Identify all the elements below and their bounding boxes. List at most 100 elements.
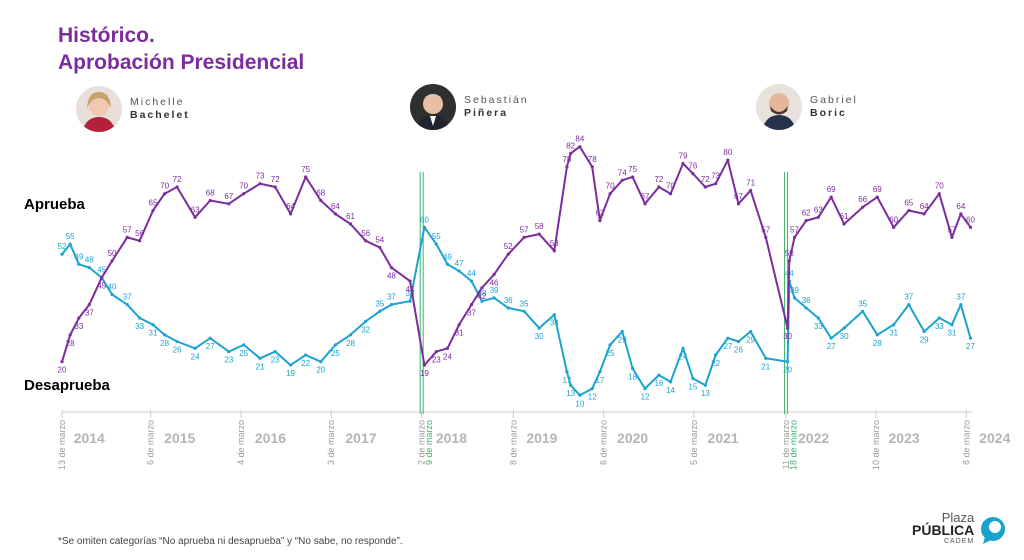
data-label: 37 (85, 309, 94, 318)
data-point (668, 380, 673, 384)
data-label: 57 (123, 225, 132, 234)
president-last-name: Boric (810, 107, 847, 119)
data-point (714, 353, 718, 357)
data-point (950, 323, 954, 327)
president-first-name: Gabriel (810, 94, 858, 106)
data-label: 28 (160, 339, 169, 348)
data-label: 27 (966, 342, 975, 351)
data-label: 28 (346, 339, 355, 348)
data-point (125, 302, 129, 307)
data-point (749, 188, 753, 192)
data-point (657, 185, 661, 189)
data-label: 78 (588, 155, 597, 164)
data-point (434, 242, 438, 246)
data-label: 33 (74, 322, 83, 331)
data-label: 39 (790, 286, 799, 295)
data-label: 37 (387, 293, 396, 302)
year-label: 2015 (164, 430, 195, 446)
series-line-aprueba (61, 226, 972, 397)
data-point (60, 252, 64, 256)
data-point (937, 192, 941, 196)
data-label: 67 (641, 192, 650, 201)
data-label: 40 (108, 283, 117, 292)
data-label: 72 (701, 175, 710, 184)
data-point (408, 279, 412, 283)
data-point (922, 329, 926, 334)
data-point (273, 185, 277, 189)
data-label: 56 (361, 229, 370, 238)
president-bachelet: Michelle Bachelet (76, 86, 190, 132)
data-label: 63 (191, 205, 200, 214)
data-label: 19 (286, 369, 295, 378)
data-point (227, 202, 231, 206)
data-label: 49 (74, 252, 83, 261)
data-point (208, 198, 212, 203)
data-label: 82 (566, 141, 575, 150)
speech-bubble-icon (981, 517, 1006, 544)
data-label: 48 (387, 272, 396, 281)
data-label: 27 (723, 342, 732, 351)
x-tick-label: 3 de marzo (326, 420, 336, 465)
data-label: 45 (97, 266, 106, 275)
year-label: 2017 (345, 430, 376, 446)
data-point (892, 323, 896, 327)
data-point (643, 202, 647, 206)
data-point (657, 373, 661, 377)
data-point (726, 158, 730, 162)
data-point (175, 339, 179, 344)
data-label: 36 (802, 296, 811, 305)
president-first-name: Michelle (130, 96, 185, 108)
data-point (875, 195, 879, 199)
data-label: 75 (301, 165, 310, 174)
data-point (608, 192, 612, 196)
data-point (565, 370, 569, 374)
data-label: 22 (711, 359, 720, 368)
data-point (125, 235, 129, 240)
avatar (756, 84, 802, 130)
data-label: 31 (947, 329, 956, 338)
data-point (378, 245, 382, 250)
data-label: 38 (406, 289, 415, 298)
chart-title: Histórico. Aprobación Presidencial (58, 22, 304, 76)
data-label: 50 (785, 249, 794, 258)
president-name: Sebastián Piñera (464, 94, 529, 120)
data-label: 28 (873, 339, 882, 348)
data-point (842, 222, 846, 226)
data-point (950, 235, 954, 240)
data-label: 75 (628, 165, 637, 174)
data-label: 30 (535, 332, 544, 341)
data-point (691, 376, 695, 381)
data-point (480, 299, 484, 303)
x-tick-label: 8 de marzo (508, 420, 518, 465)
data-point (68, 333, 72, 337)
data-point (480, 286, 484, 290)
year-label: 2014 (74, 430, 105, 446)
data-point (816, 316, 820, 320)
data-label: 24 (679, 352, 688, 361)
data-point (77, 316, 81, 320)
data-label: 17 (562, 376, 571, 385)
data-label: 56 (135, 229, 144, 238)
data-point (968, 336, 973, 340)
x-tick-label: 8 de marzo (961, 420, 971, 465)
data-label: 47 (455, 259, 464, 268)
data-label: 70 (160, 182, 169, 191)
data-label: 49 (443, 252, 452, 261)
brand-line-1: Plaza (941, 510, 975, 525)
data-label: 39 (490, 286, 499, 295)
data-point (792, 235, 797, 240)
x-tick-label: 10 de marzo (871, 420, 881, 470)
president-last-name: Piñera (464, 107, 509, 119)
data-label: 53 (550, 239, 559, 248)
data-point (537, 232, 541, 236)
data-label: 58 (535, 222, 544, 231)
data-label: 64 (331, 202, 340, 211)
data-point (319, 360, 323, 364)
year-label: 2019 (526, 430, 557, 446)
data-label: 52 (504, 242, 513, 251)
data-point (537, 326, 541, 330)
data-label: 57 (790, 225, 799, 234)
data-point (620, 178, 624, 182)
data-label: 79 (679, 152, 688, 161)
data-point (631, 366, 635, 371)
